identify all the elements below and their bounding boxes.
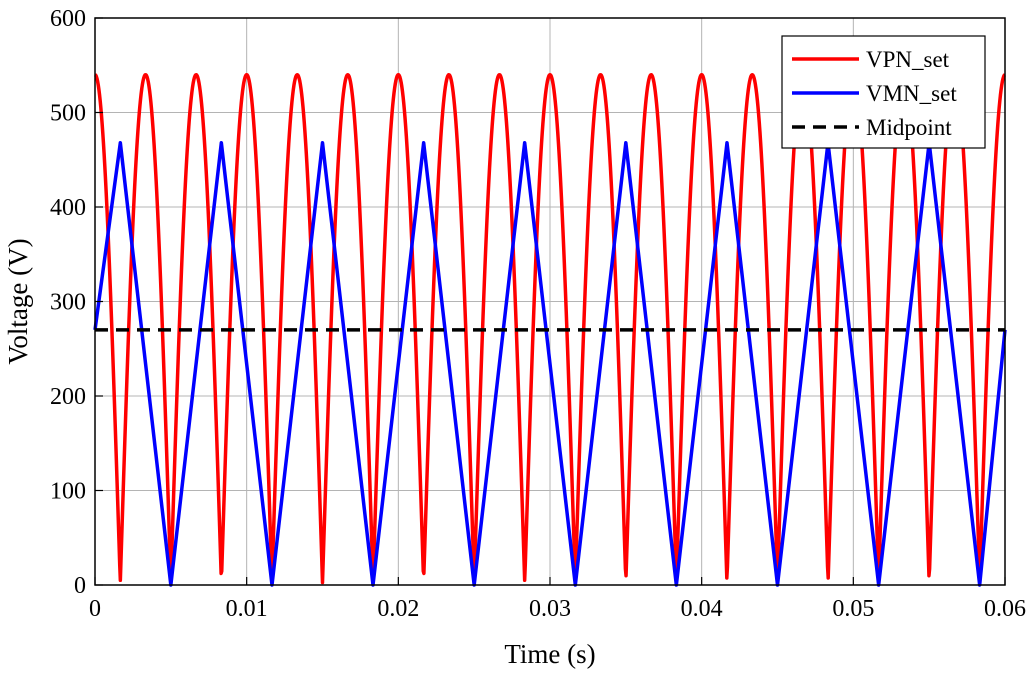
x-tick-label: 0.03 xyxy=(529,596,571,622)
x-tick-label: 0.04 xyxy=(681,596,723,622)
y-tick-label: 500 xyxy=(50,101,86,127)
x-tick-label: 0.05 xyxy=(832,596,874,622)
y-tick-label: 200 xyxy=(50,384,86,410)
x-tick-label: 0 xyxy=(89,596,101,622)
x-axis: 0 0.01 0.02 0.03 0.04 0.05 0.06 xyxy=(89,577,1026,622)
x-tick-label: 0.06 xyxy=(984,596,1026,622)
legend: VPN_set VMN_set Midpoint xyxy=(781,35,986,149)
legend-label: VPN_set xyxy=(866,47,950,72)
series-line-vmn-set xyxy=(93,140,1007,587)
y-tick-label: 0 xyxy=(74,573,86,599)
y-tick-label: 400 xyxy=(50,195,86,221)
y-tick-label: 600 xyxy=(50,6,86,32)
legend-label: Midpoint xyxy=(866,115,952,140)
y-axis: 0 100 200 300 400 500 600 xyxy=(50,6,103,599)
y-tick-label: 300 xyxy=(50,290,86,316)
y-tick-label: 100 xyxy=(50,479,86,505)
x-tick-label: 0.01 xyxy=(226,596,268,622)
legend-label: VMN_set xyxy=(866,81,957,106)
x-tick-label: 0.02 xyxy=(377,596,419,622)
y-axis-title: Voltage (V) xyxy=(3,238,33,364)
x-axis-title: Time (s) xyxy=(504,639,595,669)
